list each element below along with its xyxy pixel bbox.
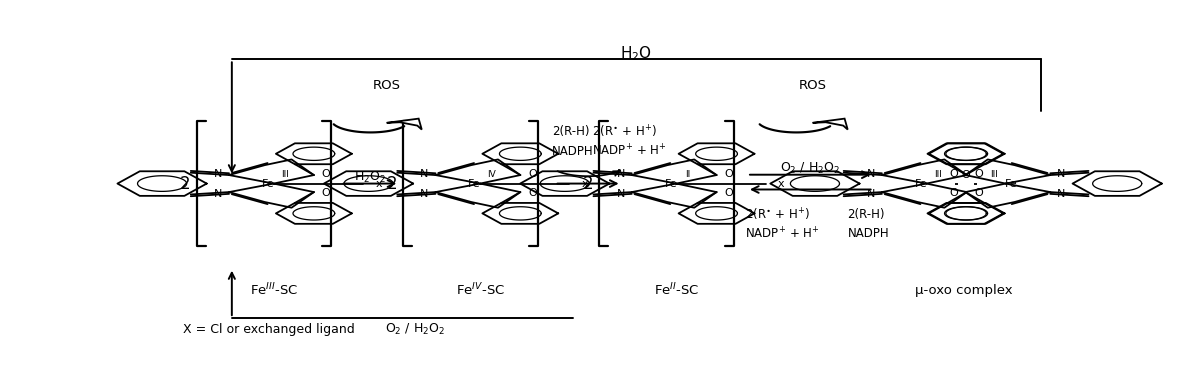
Text: Fe$^{III}$-SC: Fe$^{III}$-SC (250, 282, 298, 298)
Text: NADPH: NADPH (552, 144, 593, 157)
Text: Fe: Fe (914, 179, 928, 189)
Polygon shape (812, 119, 847, 129)
Text: N: N (617, 169, 625, 179)
Text: II: II (685, 170, 690, 179)
Text: III: III (990, 170, 998, 179)
Text: Fe: Fe (468, 179, 481, 189)
Text: III: III (934, 170, 942, 179)
Text: O: O (322, 169, 330, 179)
Text: 2: 2 (386, 175, 397, 192)
Text: 2(R$^{\bullet}$ + H$^{+}$): 2(R$^{\bullet}$ + H$^{+}$) (592, 124, 656, 140)
Text: N: N (1057, 189, 1066, 199)
Text: 2: 2 (583, 175, 593, 192)
Text: 2(R-H): 2(R-H) (552, 125, 589, 138)
Text: Fe$^{II}$-SC: Fe$^{II}$-SC (654, 282, 700, 298)
Text: x: x (778, 179, 785, 189)
Text: 2(R$^{\bullet}$ + H$^{+}$): 2(R$^{\bullet}$ + H$^{+}$) (745, 207, 810, 223)
Text: O: O (725, 188, 733, 198)
Text: Fe$^{IV}$-SC: Fe$^{IV}$-SC (456, 282, 505, 298)
Text: H$_2$O: H$_2$O (620, 44, 653, 63)
Text: N: N (420, 169, 428, 179)
Text: N: N (866, 189, 875, 199)
Text: O: O (949, 188, 958, 198)
Text: N: N (866, 169, 875, 179)
Text: N: N (420, 189, 428, 199)
Text: Fe: Fe (1004, 179, 1018, 189)
Text: O: O (961, 170, 971, 180)
Text: x: x (582, 179, 588, 189)
Text: IV: IV (487, 170, 496, 179)
Text: N: N (1057, 169, 1066, 179)
Text: O: O (528, 169, 536, 179)
Text: NADP$^{+}$ + H$^{+}$: NADP$^{+}$ + H$^{+}$ (592, 143, 666, 159)
Text: III: III (281, 170, 289, 179)
Text: ROS: ROS (799, 79, 827, 93)
Text: N: N (214, 169, 222, 179)
Text: 2(R-H): 2(R-H) (847, 208, 886, 221)
Text: N: N (214, 189, 222, 199)
Text: O$_2$ / H$_2$O$_2$: O$_2$ / H$_2$O$_2$ (385, 323, 445, 338)
Text: O: O (974, 188, 983, 198)
Text: 2: 2 (180, 175, 191, 192)
Text: O$_2$ / H$_2$O$_2$: O$_2$ / H$_2$O$_2$ (780, 161, 840, 176)
Text: x: x (376, 179, 382, 189)
Text: NADPH: NADPH (847, 227, 889, 240)
Text: H$_2$O$_2$: H$_2$O$_2$ (354, 170, 386, 185)
Text: O: O (725, 169, 733, 179)
Text: O: O (949, 169, 958, 179)
Text: O: O (974, 169, 983, 179)
Text: X = Cl or exchanged ligand: X = Cl or exchanged ligand (182, 323, 354, 336)
Polygon shape (386, 119, 421, 129)
Text: Fe: Fe (665, 179, 677, 189)
Text: N: N (617, 189, 625, 199)
Text: O: O (528, 188, 536, 198)
Text: Fe: Fe (262, 179, 275, 189)
Text: ROS: ROS (373, 79, 401, 93)
Text: O: O (322, 188, 330, 198)
Text: μ-oxo complex: μ-oxo complex (914, 283, 1013, 296)
Text: NADP$^{+}$ + H$^{+}$: NADP$^{+}$ + H$^{+}$ (745, 226, 820, 242)
